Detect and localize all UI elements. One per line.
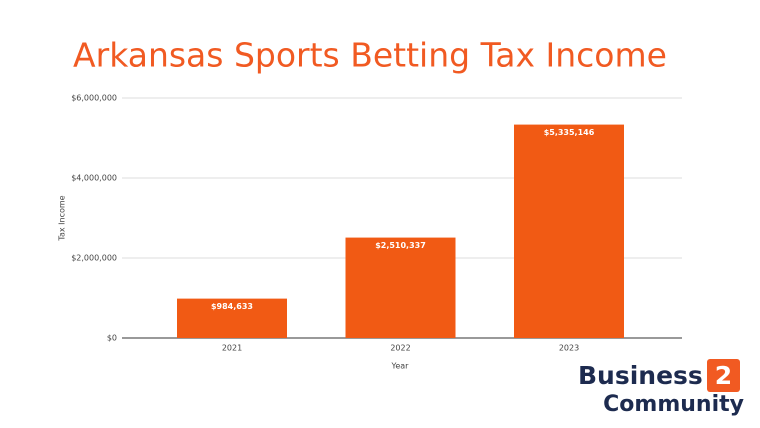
x-axis-label: Year [391, 362, 410, 371]
data-label: $5,335,146 [544, 128, 595, 137]
logo: Business 2 Community [578, 359, 744, 417]
y-tick-label: $0 [107, 334, 117, 343]
bar [345, 237, 456, 338]
y-axis-label: Tax Income [58, 195, 67, 241]
chart-title: Arkansas Sports Betting Tax Income [73, 36, 667, 75]
logo-badge-box [707, 359, 740, 392]
bar [514, 124, 624, 338]
data-label: $984,633 [211, 302, 253, 311]
logo-line2: Community [603, 392, 744, 417]
y-tick-label: $4,000,000 [71, 174, 117, 183]
x-tick-label: 2023 [559, 344, 579, 353]
logo-badge: 2 [715, 361, 732, 390]
y-tick-label: $2,000,000 [71, 254, 117, 263]
x-tick-label: 2021 [222, 344, 242, 353]
logo-line1: Business [578, 361, 703, 390]
y-tick-label: $6,000,000 [71, 94, 117, 103]
x-tick-label: 2022 [390, 344, 410, 353]
data-label: $2,510,337 [375, 241, 426, 250]
bar [177, 298, 287, 338]
